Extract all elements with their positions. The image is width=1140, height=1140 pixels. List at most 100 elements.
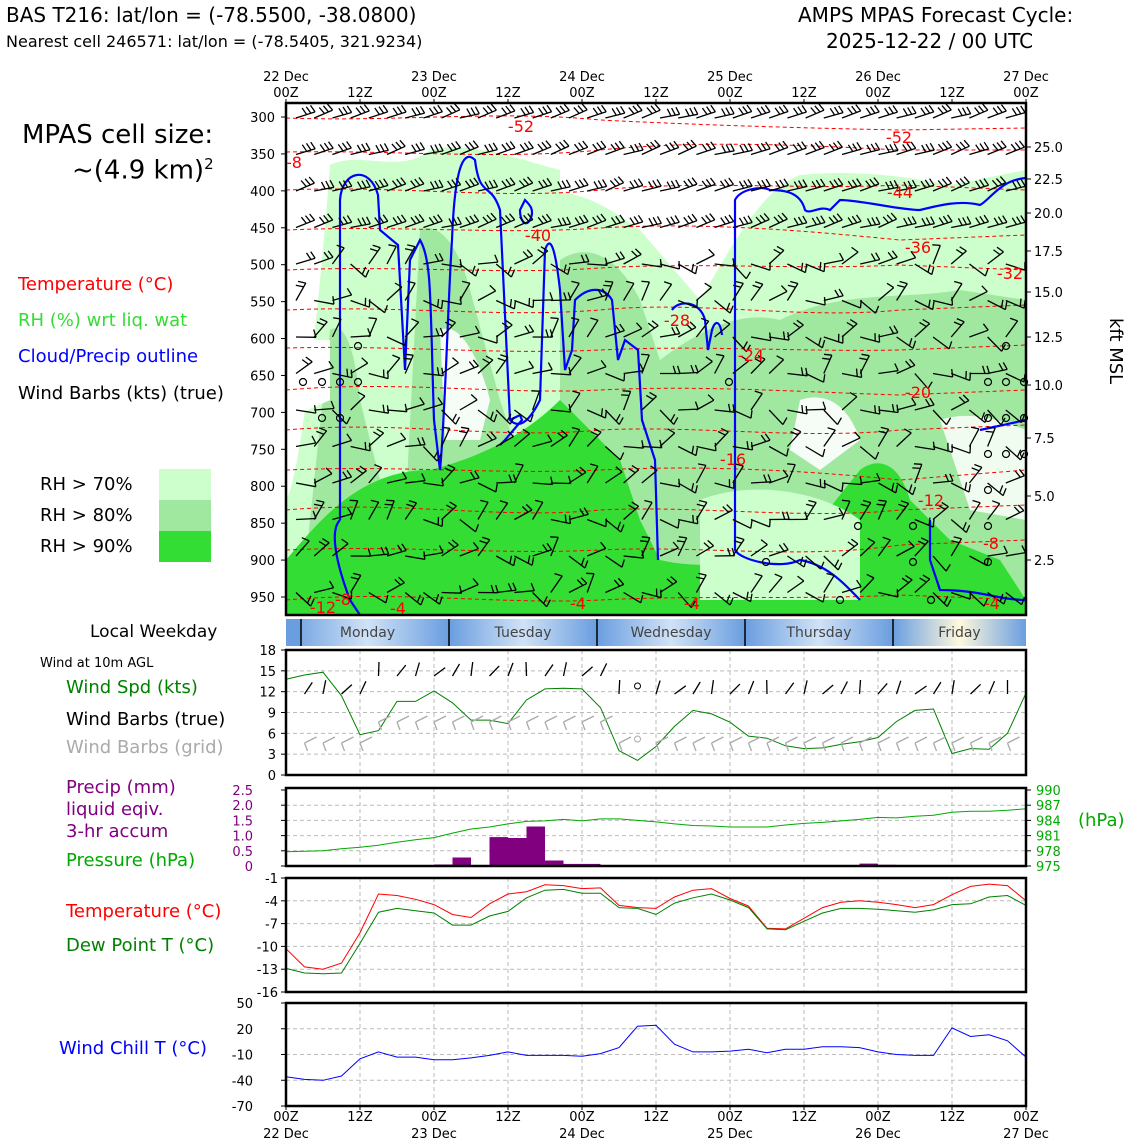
wind-barb (1005, 409, 1022, 424)
wind-barb-true (858, 679, 862, 695)
wind-barb-flag (441, 426, 450, 429)
calm-circle (335, 377, 345, 387)
pressure-tick-label: 750 (250, 443, 275, 458)
wind-barb-true (359, 681, 367, 695)
wind-barb (641, 281, 651, 301)
wind-barb (368, 111, 389, 119)
temperature-panel: -1 -4 -7 -10 -13 -16 (257, 872, 1028, 1001)
wind-barb-flag (828, 213, 843, 224)
wind-barb (404, 354, 414, 374)
wind-barb-flag (944, 473, 954, 482)
wind-barb (787, 372, 808, 377)
wind-barb-flag (615, 413, 624, 425)
wind-barb-flag (921, 216, 935, 226)
wind-barb-flag (773, 245, 785, 254)
wind-barb (441, 263, 462, 268)
wind-barb-flag (908, 484, 917, 495)
wind-barb-true (599, 663, 608, 677)
wind-barb-true (840, 681, 848, 695)
wind-barb (404, 246, 416, 265)
calm-circle (724, 377, 734, 387)
wind-barb-flag (306, 595, 315, 607)
weekday-name: Friday (938, 625, 980, 641)
wind-barb (696, 399, 715, 411)
wind-barb (477, 148, 498, 156)
wind-barb (695, 465, 707, 484)
wind-barb (459, 146, 479, 156)
bottom-hour-label: 12Z (347, 1110, 373, 1125)
wind-barb (823, 354, 833, 374)
wind-barb-flag (364, 441, 371, 451)
top-date-label: 22 Dec (263, 70, 309, 85)
calm-circle (1019, 449, 1029, 459)
isotherms (286, 115, 1026, 602)
wind-barb (732, 149, 753, 156)
weekday-name: Monday (340, 625, 395, 641)
wind-barb (586, 111, 607, 119)
wind-barb-flag (896, 588, 899, 598)
wind-barb (568, 357, 582, 374)
wind-barb-flag (720, 214, 735, 225)
dewpoint-line (285, 888, 1027, 975)
wind-barb-grid (581, 715, 595, 731)
wind-barb (914, 263, 933, 276)
wind-barb-flag (301, 356, 313, 365)
wind-barb-flag (707, 394, 715, 401)
bottom-hour-label: 00Z (273, 1110, 299, 1125)
wind-barb-flag (447, 177, 462, 188)
wind-barb-flag (538, 104, 553, 115)
wind-barb (768, 409, 784, 426)
wind-barb (750, 185, 771, 192)
wind-barb (950, 321, 965, 338)
kft-tick-label: 7.5 (1034, 432, 1055, 447)
wind-barb (805, 502, 817, 520)
precip-bar (508, 838, 527, 866)
wind-barb-true (970, 683, 982, 695)
wind-barb-flag (346, 416, 351, 425)
wind-barb (860, 336, 880, 343)
wind-barb-flag (672, 365, 681, 374)
wind-barb-flag (367, 548, 372, 557)
wind-barb (459, 477, 480, 484)
wind-barb (732, 263, 747, 280)
wind-barb-grid (544, 715, 558, 731)
wind-barb (386, 500, 395, 520)
wind-barb-flag (970, 426, 980, 430)
wind-barb-flag (866, 216, 881, 226)
wind-barb (878, 256, 898, 265)
wind-barb-flag (1011, 215, 1026, 225)
pressure-tick-label: 650 (250, 369, 275, 384)
wind-barb-flag (313, 499, 325, 507)
wind-barb-flag (829, 105, 844, 116)
wind-barb (677, 445, 697, 457)
wind-barb-flag (400, 432, 407, 440)
wind-barb (587, 263, 608, 266)
wind-barb (532, 440, 553, 448)
wind-barb (696, 445, 717, 452)
wind-barb (805, 221, 826, 229)
wind-barb-flag (573, 103, 588, 114)
wind-barb (532, 184, 552, 192)
wind-barb (968, 502, 981, 520)
wind-barb-flag (537, 246, 549, 255)
wind-barb (823, 482, 843, 493)
wind-barb (605, 372, 625, 382)
wind-barb-flag (444, 464, 456, 472)
wind-panel: 18 15 12 9 6 3 0 (259, 644, 1028, 784)
wind-barb (896, 186, 917, 192)
wind-barb-flag (665, 140, 680, 151)
wind-barb (714, 299, 731, 314)
wind-barb (495, 409, 511, 425)
wind-barb-flag (790, 427, 802, 436)
wind-barb-flag (974, 103, 989, 115)
wind-barb (623, 328, 643, 338)
calm-circle (335, 413, 345, 423)
wind-barb (532, 146, 552, 156)
wind-barb (932, 506, 949, 520)
wind-barb-grid (673, 736, 687, 752)
wind-barb-flag (524, 324, 535, 334)
wind-barb (714, 409, 735, 413)
wind-barb-flag (919, 574, 931, 583)
wind-barb (532, 219, 552, 229)
wind-barb-flag (482, 355, 494, 364)
